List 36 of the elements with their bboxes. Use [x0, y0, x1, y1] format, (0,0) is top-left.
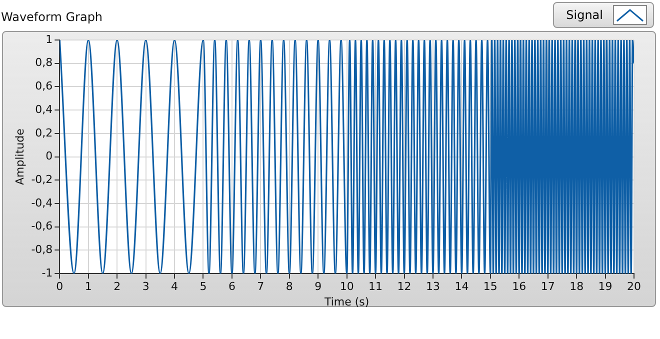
- y-tick-label: -1: [42, 266, 53, 280]
- x-tick-label: 6: [228, 280, 236, 294]
- x-tick-label: 7: [257, 280, 264, 294]
- y-tick-label: 1: [46, 32, 53, 46]
- x-tick-label: 2: [114, 280, 121, 294]
- y-tick-label: -0,8: [31, 243, 53, 256]
- x-tick-label: 1: [84, 280, 92, 294]
- y-tick-label: 0,4: [35, 102, 53, 116]
- x-tick-label: 8: [286, 280, 293, 294]
- x-tick-label: 5: [200, 280, 207, 294]
- x-tick-label: 4: [171, 280, 178, 294]
- x-tick-label: 18: [570, 280, 584, 294]
- x-tick-label: 12: [397, 280, 412, 294]
- x-axis-title: Time (s): [323, 295, 370, 308]
- y-tick-label: -0,4: [31, 196, 53, 210]
- x-tick-label: 11: [368, 280, 383, 294]
- legend-label: Signal: [566, 8, 603, 22]
- x-tick-label: 20: [627, 280, 641, 294]
- x-tick-label: 15: [483, 280, 498, 294]
- x-tick-label: 19: [598, 280, 612, 294]
- x-tick-label: 9: [314, 280, 322, 294]
- y-tick-label: 0,2: [35, 126, 53, 140]
- y-tick-label: -0,2: [31, 173, 53, 186]
- y-tick-label: -0,6: [31, 220, 53, 233]
- x-tick-label: 0: [56, 280, 64, 294]
- y-tick-label: 0: [46, 150, 53, 163]
- y-axis-title: Amplitude: [13, 128, 26, 185]
- x-tick-label: 17: [540, 280, 555, 294]
- x-tick-label: 14: [454, 280, 469, 294]
- chart-title: Waveform Graph: [1, 10, 103, 24]
- x-tick-label: 10: [340, 280, 354, 294]
- x-tick-label: 16: [512, 280, 526, 294]
- y-tick-label: 0,8: [35, 56, 53, 70]
- y-tick-label: 0,6: [35, 80, 53, 93]
- x-tick-label: 13: [426, 280, 440, 294]
- x-tick-label: 3: [142, 280, 150, 294]
